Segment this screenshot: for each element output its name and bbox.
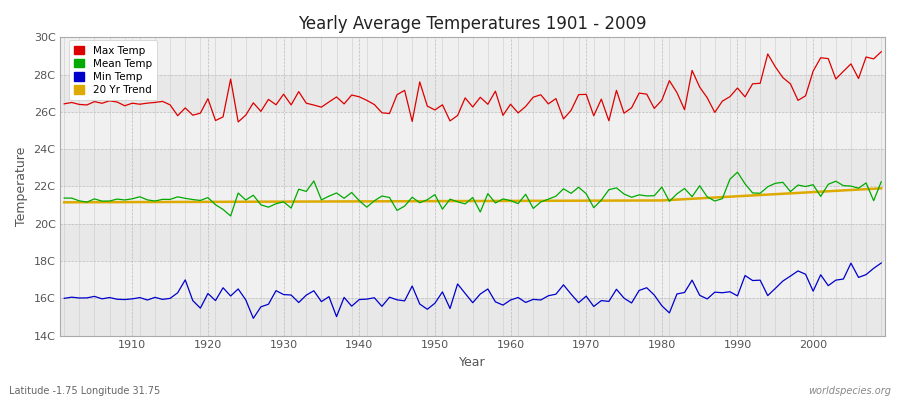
Text: Latitude -1.75 Longitude 31.75: Latitude -1.75 Longitude 31.75 — [9, 386, 160, 396]
Max Temp — [513, 110, 524, 115]
Line: Max Temp: Max Temp — [64, 52, 881, 122]
20 Yr Trend — [58, 200, 69, 205]
Bar — [60, 261, 885, 298]
Min Temp — [505, 298, 516, 302]
Bar — [60, 224, 885, 261]
Bar — [60, 298, 885, 336]
Mean Temp — [505, 198, 516, 203]
20 Yr Trend — [120, 200, 130, 204]
Y-axis label: Temperature: Temperature — [15, 147, 28, 226]
Mean Temp — [58, 196, 69, 200]
Text: worldspecies.org: worldspecies.org — [808, 386, 891, 396]
Mean Temp — [338, 196, 349, 201]
Max Temp — [876, 49, 886, 54]
Min Temp — [876, 261, 886, 266]
20 Yr Trend — [505, 198, 516, 203]
Max Temp — [293, 89, 304, 94]
Min Temp — [58, 296, 69, 301]
Min Temp — [338, 295, 349, 300]
Max Temp — [120, 103, 130, 108]
20 Yr Trend — [285, 199, 296, 204]
Mean Temp — [732, 170, 742, 174]
Mean Temp — [513, 201, 524, 206]
Mean Temp — [293, 187, 304, 192]
Line: Mean Temp: Mean Temp — [64, 172, 881, 216]
20 Yr Trend — [876, 186, 886, 191]
Max Temp — [505, 102, 516, 107]
Legend: Max Temp, Mean Temp, Min Temp, 20 Yr Trend: Max Temp, Mean Temp, Min Temp, 20 Yr Tre… — [68, 40, 157, 100]
Mean Temp — [225, 214, 236, 218]
Mean Temp — [120, 198, 130, 202]
Bar — [60, 112, 885, 149]
20 Yr Trend — [596, 198, 607, 203]
X-axis label: Year: Year — [459, 356, 486, 369]
Bar — [60, 149, 885, 186]
Max Temp — [58, 102, 69, 106]
Min Temp — [604, 299, 615, 304]
Bar — [60, 37, 885, 75]
Max Temp — [233, 120, 244, 124]
Max Temp — [604, 118, 615, 123]
20 Yr Trend — [331, 199, 342, 204]
20 Yr Trend — [498, 198, 508, 203]
Bar — [60, 186, 885, 224]
Min Temp — [293, 300, 304, 305]
Min Temp — [513, 295, 524, 300]
Bar — [60, 75, 885, 112]
Mean Temp — [876, 180, 886, 184]
Title: Yearly Average Temperatures 1901 - 2009: Yearly Average Temperatures 1901 - 2009 — [299, 15, 647, 33]
Line: 20 Yr Trend: 20 Yr Trend — [64, 188, 881, 202]
Line: Min Temp: Min Temp — [64, 263, 881, 318]
Mean Temp — [604, 187, 615, 192]
Min Temp — [120, 297, 130, 302]
Max Temp — [338, 102, 349, 106]
Min Temp — [248, 316, 258, 321]
